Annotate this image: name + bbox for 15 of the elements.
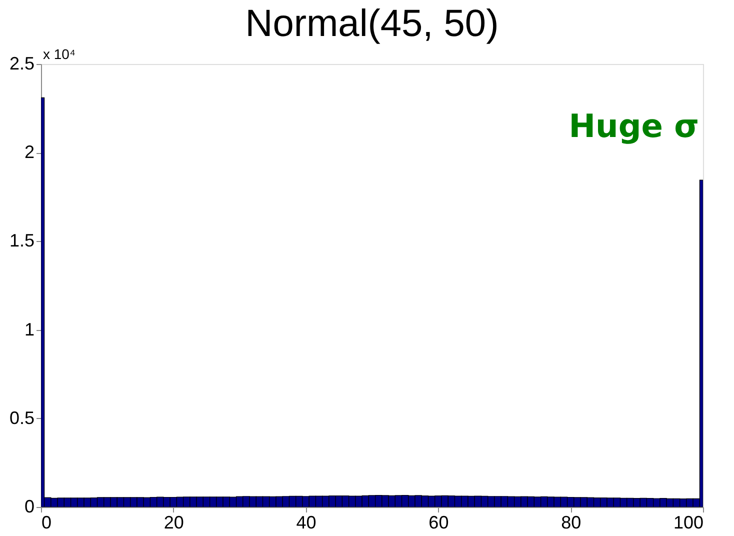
x-tick-label: 20	[164, 512, 184, 532]
y-tick-label: 2.5	[9, 54, 34, 74]
x-tick-label: 100	[673, 512, 704, 532]
x-tick-label: 60	[428, 512, 449, 532]
y-tick-label: 1.5	[9, 230, 34, 251]
text: x 10⁴	[43, 46, 76, 62]
x-tick-label: 80	[561, 512, 582, 532]
x-tick-label: 0	[42, 512, 52, 532]
y-tick-label: 1	[24, 319, 34, 340]
y-tick-label: 0.5	[9, 408, 34, 428]
annotation: Huge σ	[568, 107, 699, 145]
y-tick-label: 2	[24, 142, 34, 162]
x-tick-label: 40	[296, 512, 316, 532]
chart-title: Normal(45, 50)	[245, 3, 499, 45]
y-tick-label: 0	[24, 496, 34, 516]
